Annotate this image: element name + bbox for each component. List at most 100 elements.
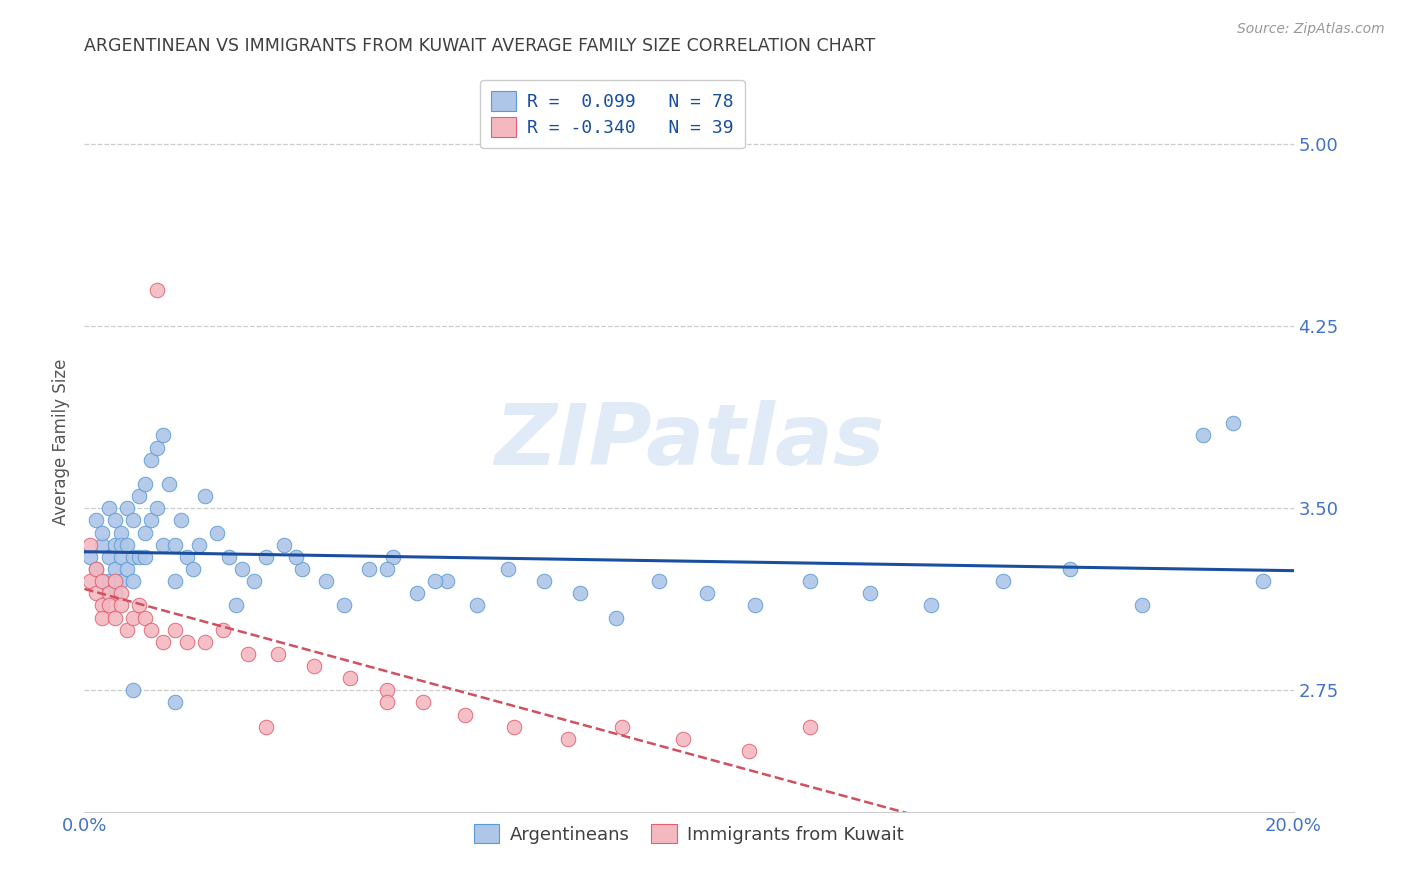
Point xyxy=(134,549,156,564)
Point xyxy=(110,538,132,552)
Point xyxy=(423,574,446,588)
Point xyxy=(110,549,132,564)
Point xyxy=(134,525,156,540)
Point xyxy=(176,635,198,649)
Point xyxy=(86,562,108,576)
Point xyxy=(285,549,308,564)
Point xyxy=(121,549,143,564)
Point xyxy=(859,586,882,600)
Point xyxy=(502,720,524,734)
Point xyxy=(212,623,235,637)
Point xyxy=(333,599,356,613)
Point xyxy=(254,549,277,564)
Point xyxy=(121,513,143,527)
Point xyxy=(97,501,120,516)
Point xyxy=(696,586,718,600)
Point xyxy=(273,538,295,552)
Point xyxy=(381,549,404,564)
Point xyxy=(181,562,204,576)
Point xyxy=(993,574,1015,588)
Point xyxy=(104,586,127,600)
Point xyxy=(91,538,114,552)
Point xyxy=(115,501,138,516)
Point xyxy=(454,707,477,722)
Point xyxy=(605,610,627,624)
Point xyxy=(79,549,101,564)
Point xyxy=(79,538,101,552)
Point xyxy=(165,574,187,588)
Point xyxy=(152,428,174,442)
Point xyxy=(139,513,162,527)
Point xyxy=(91,599,114,613)
Point xyxy=(315,574,337,588)
Point xyxy=(648,574,671,588)
Point xyxy=(231,562,253,576)
Point xyxy=(97,599,120,613)
Point xyxy=(139,452,162,467)
Point xyxy=(110,574,132,588)
Point xyxy=(104,562,127,576)
Point xyxy=(157,477,180,491)
Point xyxy=(91,610,114,624)
Point xyxy=(188,538,211,552)
Point xyxy=(357,562,380,576)
Text: ARGENTINEAN VS IMMIGRANTS FROM KUWAIT AVERAGE FAMILY SIZE CORRELATION CHART: ARGENTINEAN VS IMMIGRANTS FROM KUWAIT AV… xyxy=(84,37,876,54)
Point xyxy=(1059,562,1081,576)
Point xyxy=(86,586,108,600)
Point xyxy=(104,513,127,527)
Point xyxy=(375,696,398,710)
Text: ZIPatlas: ZIPatlas xyxy=(494,400,884,483)
Point xyxy=(194,489,217,503)
Point xyxy=(91,574,114,588)
Point xyxy=(97,586,120,600)
Point xyxy=(557,731,579,746)
Point xyxy=(218,549,240,564)
Point xyxy=(170,513,193,527)
Point xyxy=(165,696,187,710)
Point xyxy=(165,538,187,552)
Point xyxy=(139,623,162,637)
Point xyxy=(744,599,766,613)
Point xyxy=(672,731,695,746)
Point xyxy=(612,720,634,734)
Point xyxy=(104,538,127,552)
Point xyxy=(97,574,120,588)
Point xyxy=(225,599,247,613)
Point xyxy=(86,513,108,527)
Point xyxy=(242,574,264,588)
Point xyxy=(115,562,138,576)
Point xyxy=(146,441,169,455)
Point xyxy=(412,696,434,710)
Point xyxy=(128,489,150,503)
Y-axis label: Average Family Size: Average Family Size xyxy=(52,359,70,524)
Point xyxy=(291,562,314,576)
Text: Source: ZipAtlas.com: Source: ZipAtlas.com xyxy=(1237,22,1385,37)
Point xyxy=(920,599,942,613)
Point xyxy=(104,574,127,588)
Point xyxy=(165,623,187,637)
Point xyxy=(91,525,114,540)
Point xyxy=(115,623,138,637)
Point xyxy=(254,720,277,734)
Point xyxy=(104,610,127,624)
Point xyxy=(1192,428,1215,442)
Point xyxy=(121,683,143,698)
Point xyxy=(467,599,489,613)
Point xyxy=(799,720,821,734)
Point xyxy=(110,599,132,613)
Point xyxy=(86,562,108,576)
Point xyxy=(152,538,174,552)
Point xyxy=(207,525,229,540)
Point xyxy=(738,744,761,758)
Point xyxy=(375,683,398,698)
Point xyxy=(496,562,519,576)
Point xyxy=(302,659,325,673)
Point xyxy=(110,586,132,600)
Point xyxy=(134,477,156,491)
Point xyxy=(799,574,821,588)
Point xyxy=(152,635,174,649)
Point xyxy=(128,549,150,564)
Point xyxy=(176,549,198,564)
Point xyxy=(267,647,290,661)
Point xyxy=(436,574,458,588)
